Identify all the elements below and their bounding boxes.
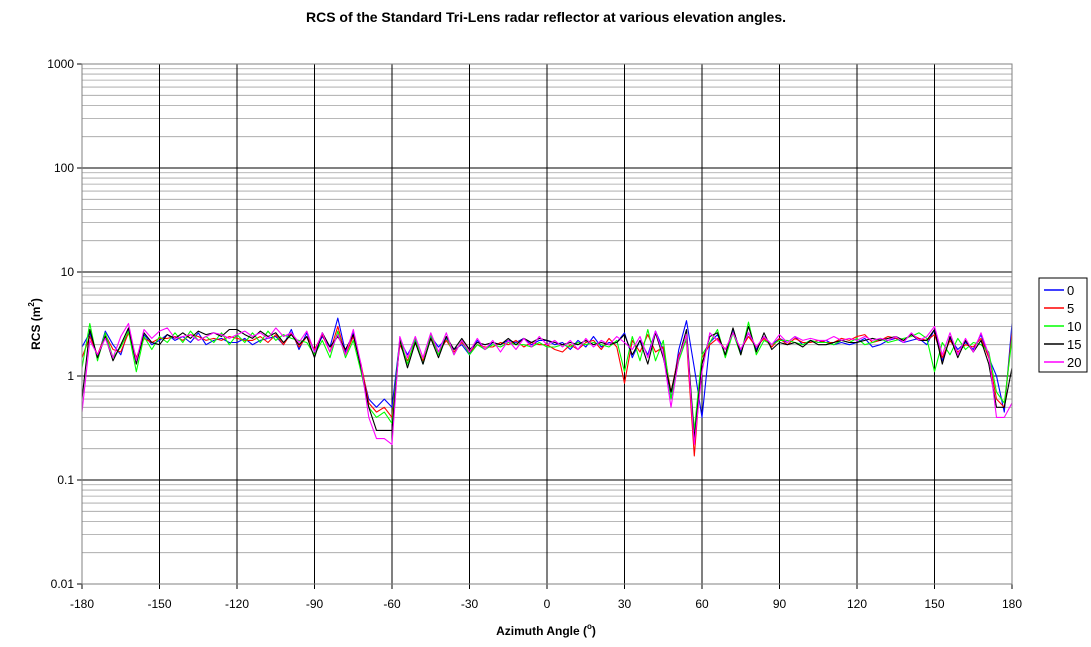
x-tick-label: 150: [924, 597, 944, 611]
x-tick-label: -180: [70, 597, 94, 611]
x-tick-label: 30: [618, 597, 632, 611]
legend: 0 5 10 15 20: [1038, 277, 1088, 373]
series-line-20: [81, 322, 1013, 445]
legend-box: [1038, 277, 1088, 373]
x-tick-label: 60: [695, 597, 709, 611]
x-tick-label: -90: [306, 597, 324, 611]
legend-label-10: 10: [1067, 319, 1081, 334]
legend-label-0: 0: [1067, 283, 1074, 298]
y-axis-label: RCS (m2): [27, 298, 43, 350]
y-axis-label-sup: 2: [27, 302, 36, 307]
grid: [77, 63, 1013, 589]
x-tick-label: 120: [847, 597, 867, 611]
x-tick-label: -120: [225, 597, 249, 611]
x-tick-label: -150: [147, 597, 171, 611]
y-tick-label: 0.01: [51, 577, 75, 591]
y-tick-label: 0.1: [57, 473, 74, 487]
x-axis-label: Azimuth Angle (o): [496, 622, 596, 638]
legend-label-15: 15: [1067, 337, 1081, 352]
legend-label-5: 5: [1067, 301, 1074, 316]
chart-title: RCS of the Standard Tri-Lens radar refle…: [306, 9, 786, 25]
x-tick-label: -30: [461, 597, 479, 611]
plot-area-border: [81, 63, 1013, 585]
tick-labels: 0.01 0.1 1 10 100 1000 -180 -150 -120 -90 -60 -30 0 3…: [47, 57, 1022, 611]
x-tick-label: 180: [1002, 597, 1022, 611]
x-tick-label: -60: [383, 597, 401, 611]
x-tick-label: 90: [773, 597, 787, 611]
x-tick-label: 0: [544, 597, 551, 611]
series-lines: [81, 317, 1013, 457]
series-line-15: [81, 325, 1013, 440]
legend-label-20: 20: [1067, 355, 1081, 370]
y-tick-label: 100: [54, 161, 74, 175]
y-tick-label: 1000: [47, 57, 74, 71]
x-axis-label-sup: o: [587, 622, 592, 631]
y-tick-label: 10: [61, 265, 75, 279]
y-tick-label: 1: [67, 369, 74, 383]
